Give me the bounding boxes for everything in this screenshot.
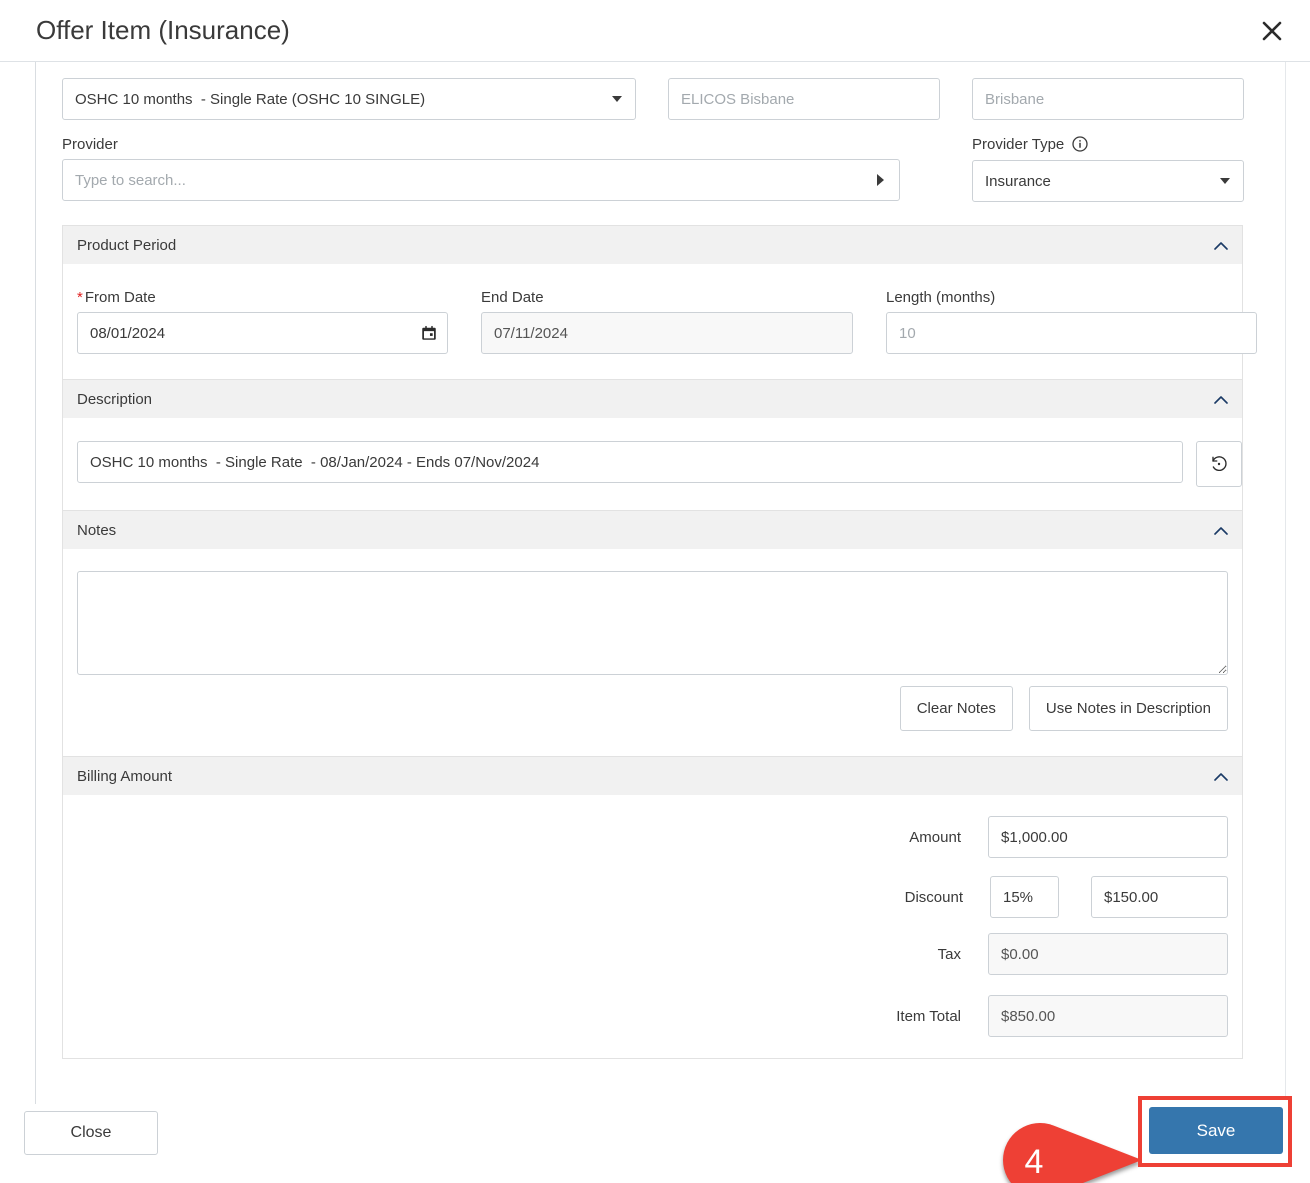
svg-text:4: 4 bbox=[1025, 1143, 1044, 1181]
